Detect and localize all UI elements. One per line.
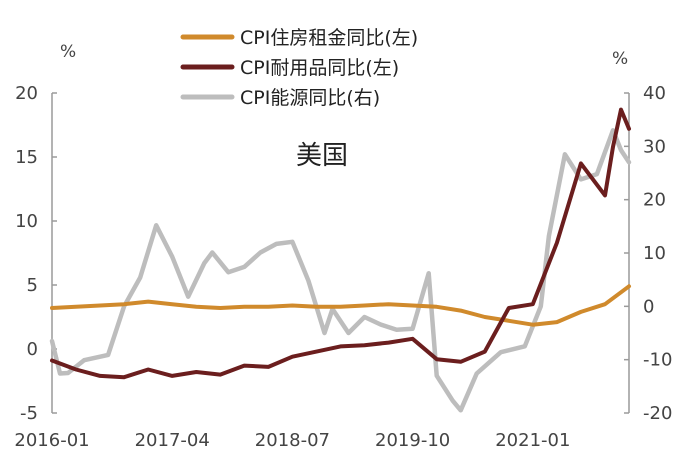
right-axis-tick-label: 10 [643, 243, 666, 264]
right-axis-tick-label: 40 [643, 83, 666, 104]
series-line-2 [49, 128, 632, 413]
x-axis-tick-label: 2016-01 [14, 430, 89, 451]
left-axis-unit: % [60, 42, 76, 62]
right-axis-tick-label: 0 [643, 296, 654, 317]
right-axis-tick-label: -10 [643, 350, 672, 371]
right-axis-tick-label: -20 [643, 403, 672, 424]
legend: CPI住房租金同比(左) CPI耐用品同比(左) CPI能源同比(右) [180, 27, 418, 109]
right-axis-tick-label: 20 [643, 190, 666, 211]
right-axis-unit: % [612, 49, 628, 69]
x-axis-tick-label: 2019-10 [375, 430, 450, 451]
left-axis-tick-label: 20 [15, 83, 38, 104]
left-axis-tick-label: 0 [27, 339, 38, 360]
left-axis-tick-label: -5 [20, 403, 38, 424]
legend-label: CPI能源同比(右) [240, 87, 380, 109]
right-axis-tick-label: 30 [643, 136, 666, 157]
left-axis-tick-label: 10 [15, 211, 38, 232]
region-annotation: 美国 [296, 141, 348, 171]
x-axis-tick-label: 2018-07 [255, 430, 330, 451]
series-line-0 [50, 284, 631, 327]
left-axis-tick-label: 5 [27, 275, 38, 296]
legend-label: CPI住房租金同比(左) [240, 27, 418, 49]
legend-label: CPI耐用品同比(左) [240, 57, 399, 79]
x-axis-tick-label: 2017-04 [135, 430, 210, 451]
series-line-1 [50, 107, 631, 380]
plot-area [49, 107, 632, 413]
axes: -5 0 5 10 15 20 -20 -10 0 10 20 30 40 2016-01 2017-04 2… [14, 83, 672, 451]
left-axis-tick-label: 15 [15, 147, 38, 168]
x-axis-tick-label: 2021-01 [495, 430, 570, 451]
